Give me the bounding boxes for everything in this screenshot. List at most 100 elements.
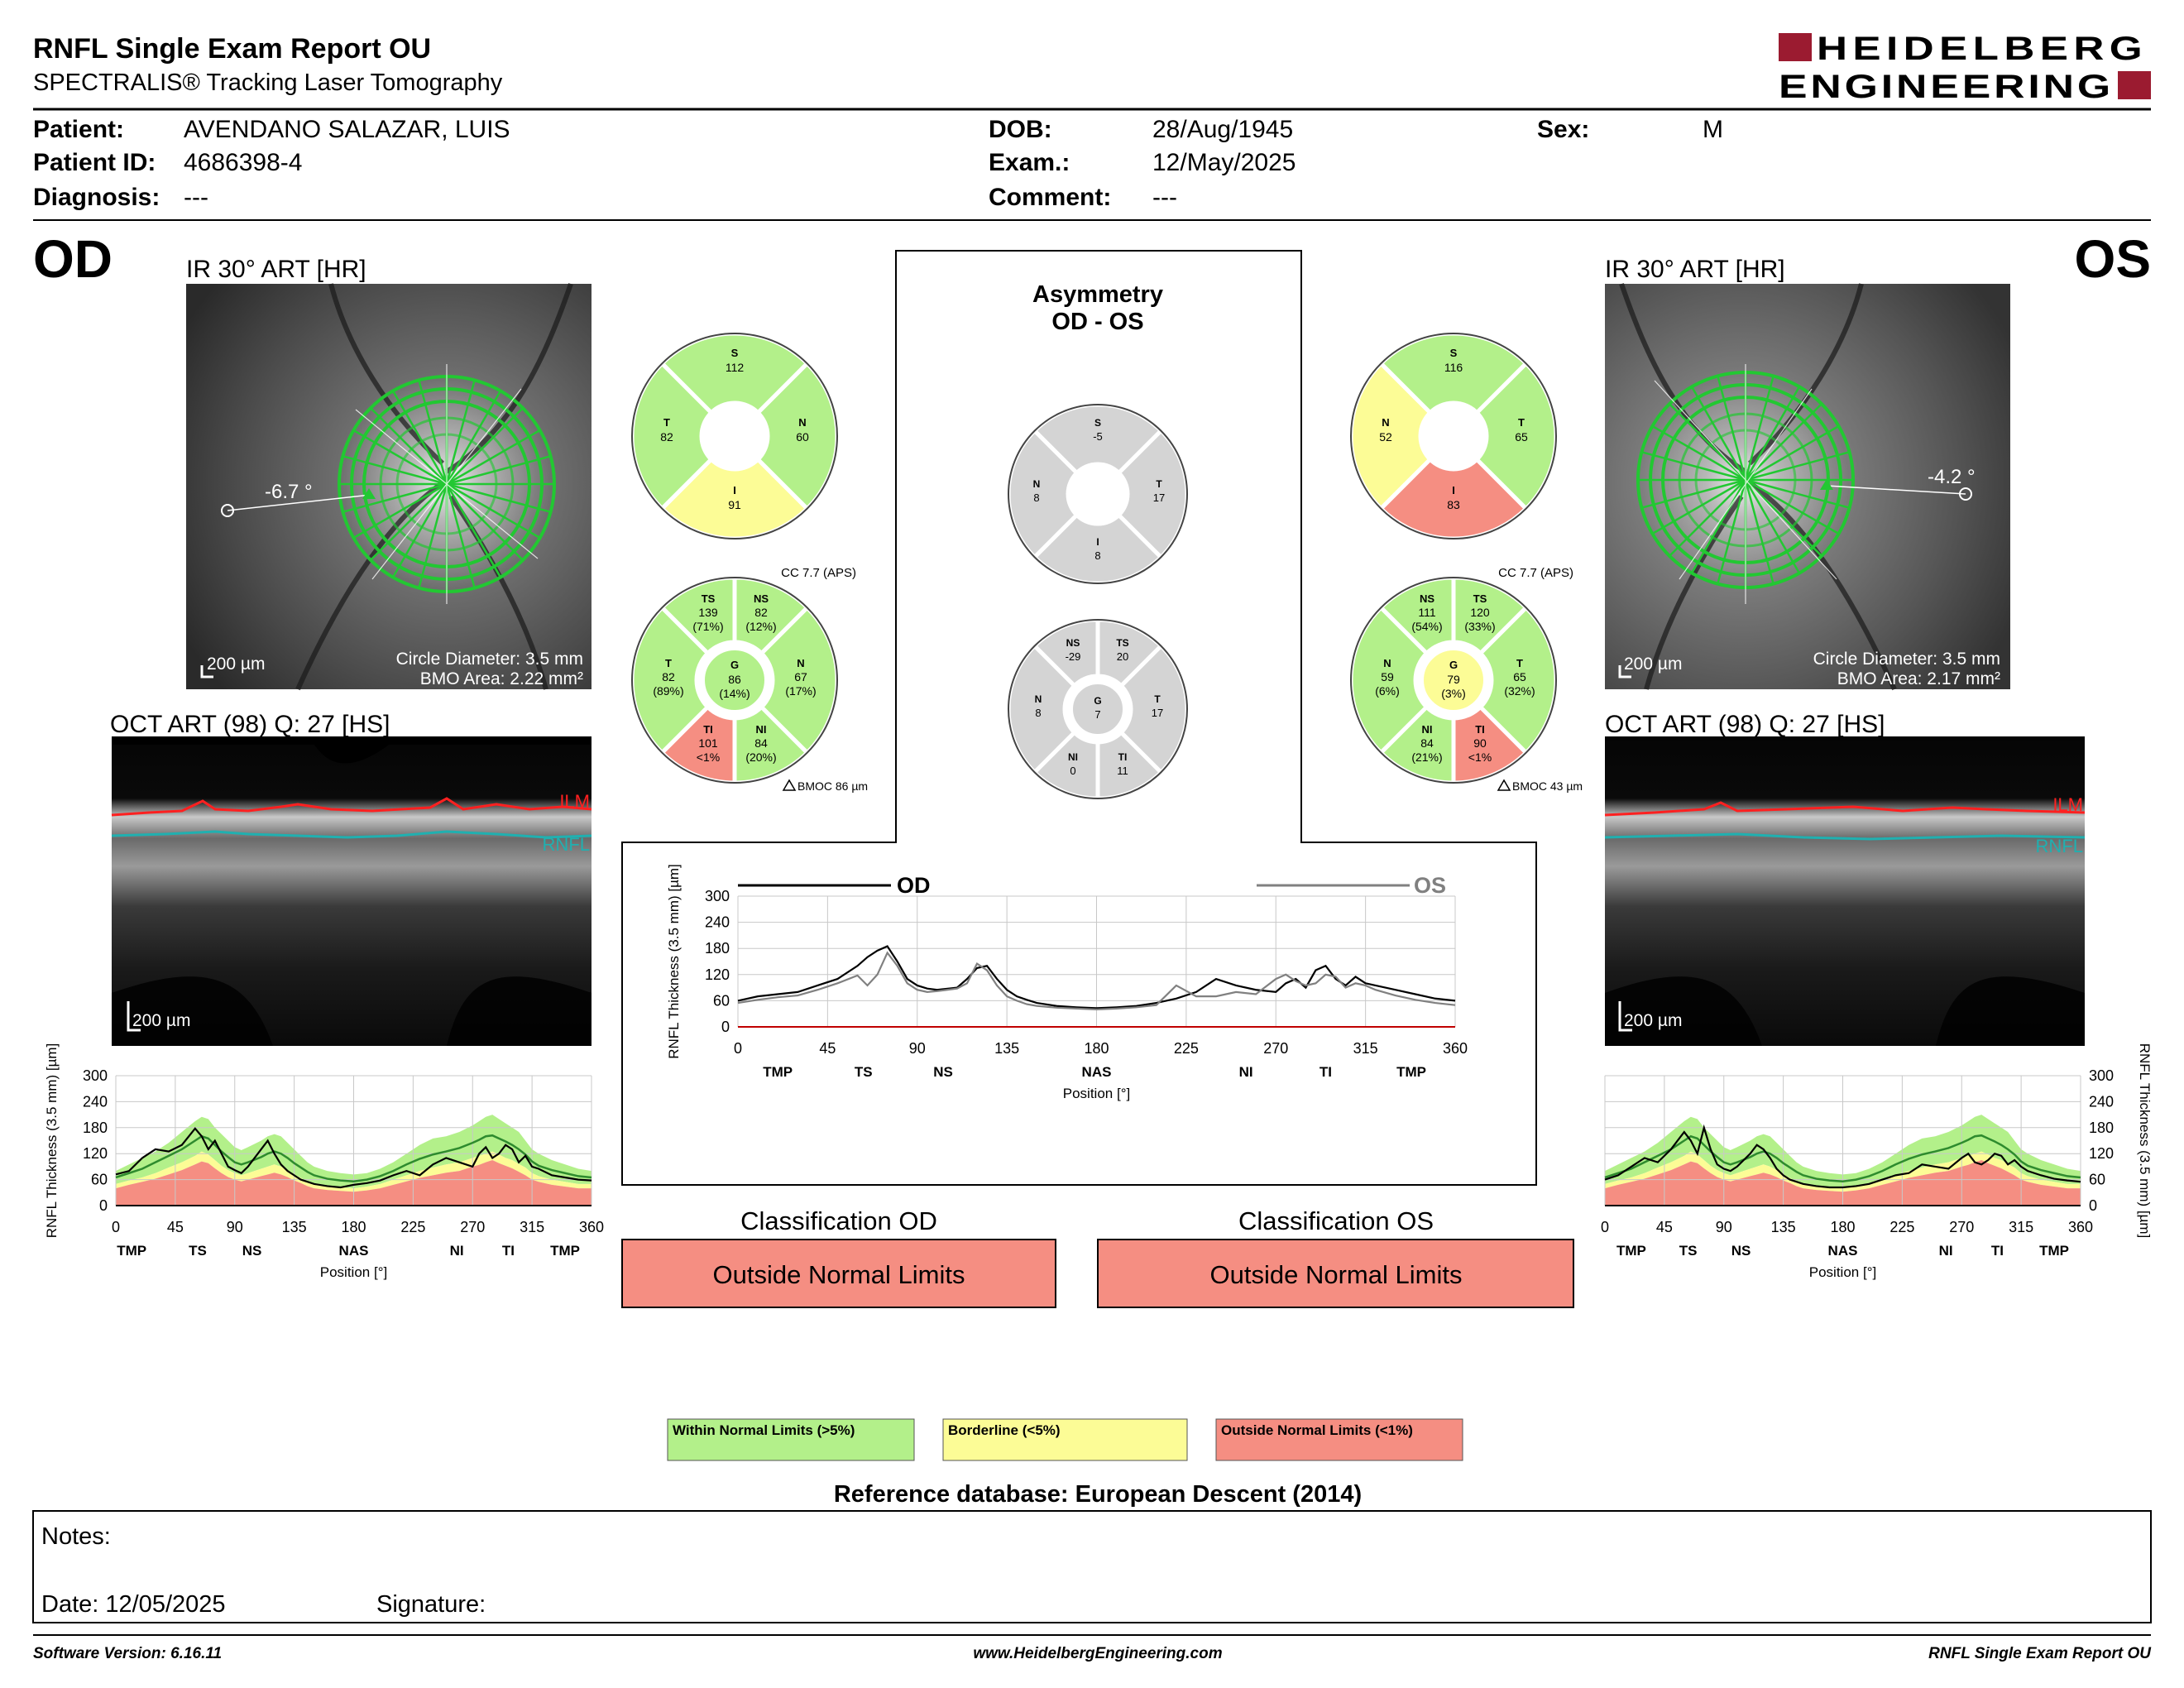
- sex-label: Sex:: [1537, 116, 1589, 143]
- od-classification-title: Classification OD: [740, 1206, 937, 1235]
- od-thickness-chart: 0 60 120 180 240 300 0 45 90 135 180 225 270 315 360 TM…: [44, 1043, 604, 1280]
- quadrant-label-n: N: [1382, 416, 1389, 429]
- sector-pct-g: (14%): [719, 687, 750, 700]
- sector-label-ns: NS: [754, 592, 769, 605]
- sector-outline: [1350, 577, 1557, 784]
- sector-label-ti: TI: [703, 723, 713, 736]
- comment-label: Comment:: [989, 184, 1111, 211]
- legend: Within Normal Limits (>5%) Borderline (<…: [667, 1418, 1463, 1461]
- normative-median-line: [115, 1134, 592, 1182]
- os-bmo-marker: [1820, 479, 1833, 490]
- quadrant-label-s: S: [1450, 347, 1458, 359]
- sector-pct-n: (17%): [785, 684, 816, 698]
- diagnosis-label: Diagnosis:: [33, 184, 160, 211]
- sector-label-n: N: [1383, 657, 1391, 669]
- x-tick-label: 270: [460, 1219, 485, 1235]
- svg-text:BMOC 86 µm: BMOC 86 µm: [797, 779, 868, 793]
- x-tick-label: 0: [1601, 1219, 1609, 1235]
- x-tick-label: 90: [909, 1040, 926, 1057]
- patient-info: Patient: AVENDANO SALAZAR, LUIS Patient …: [33, 116, 1723, 211]
- sector-tick-label: TS: [189, 1243, 207, 1259]
- sector-label-g: G: [1449, 659, 1458, 671]
- signature-label: Signature:: [376, 1591, 486, 1618]
- x-tick-label: 315: [520, 1219, 544, 1235]
- od-bmo-marker: [362, 488, 376, 499]
- sector-pct-ns: (54%): [1411, 620, 1442, 633]
- y-tick-label: 300: [83, 1067, 108, 1084]
- asym-quadrant-value-s: -5: [1093, 430, 1103, 443]
- sector-value-g: 86: [728, 673, 741, 686]
- od-oct-title: OCT ART (98) Q: 27 [HS]: [110, 711, 390, 738]
- os-scale-bar: [1618, 665, 1631, 679]
- quadrant-value-n: 60: [796, 430, 809, 444]
- report-title: RNFL Single Exam Report OU: [33, 33, 431, 65]
- asym-sector-label-ns: NS: [1066, 637, 1080, 649]
- quadrant-label-s: S: [731, 347, 739, 359]
- sector-outline: [631, 577, 838, 784]
- exam-value: 12/May/2025: [1152, 149, 1296, 176]
- quadrant-value-t: 82: [660, 430, 673, 444]
- x-tick-label: 90: [1716, 1219, 1732, 1235]
- sector-value-ns: 82: [754, 606, 768, 619]
- od-oct-scale-label: 200 µm: [132, 1011, 190, 1030]
- os-circle-diameter: Circle Diameter: 3.5 mm: [1813, 650, 2000, 669]
- patient-id-value: 4686398-4: [184, 149, 302, 176]
- y-tick-label: 60: [2089, 1172, 2105, 1188]
- sector-tick-label: TMP: [2039, 1243, 2069, 1259]
- os-scan-spokes: [1638, 372, 1853, 587]
- os-eye-label: OS: [2075, 229, 2151, 289]
- footer-software: Software Version: 6.16.11: [33, 1645, 222, 1662]
- od-ilm-label: ILM: [559, 791, 590, 812]
- asym-sector-value-ts: 20: [1117, 650, 1128, 663]
- delta-icon: [782, 779, 797, 791]
- od-rnfl-line: [111, 830, 592, 839]
- os-oct-scale-bar: [1618, 1001, 1632, 1032]
- asym-sector-label-t: T: [1154, 693, 1161, 705]
- os-angle: -4.2 °: [1928, 466, 1976, 488]
- quadrant-label-t: T: [1518, 416, 1525, 429]
- os-classification-title: Classification OS: [1238, 1206, 1434, 1235]
- x-tick-label: 45: [1656, 1219, 1673, 1235]
- sector-pct-t: (32%): [1504, 684, 1535, 698]
- y-tick-label: 0: [721, 1019, 730, 1035]
- os-fundus-image: -4.2 ° 200 µm Circle Diameter: 3.5 mm BM…: [1605, 283, 2010, 691]
- sector-pct-ni: (21%): [1411, 750, 1442, 764]
- os-oct-title: OCT ART (98) Q: 27 [HS]: [1605, 711, 1885, 738]
- od-fovea-marker: [221, 504, 234, 517]
- sector-tick-label: TI: [1991, 1243, 2004, 1259]
- asym-sector-value-ni: 0: [1070, 765, 1075, 777]
- asym-sector-label-n: N: [1035, 693, 1042, 705]
- sector-g: [702, 647, 768, 713]
- x-tick-label: 0: [734, 1040, 742, 1057]
- asym-quadrant-label-t: T: [1156, 478, 1162, 490]
- sector-tick-label: NS: [1731, 1243, 1751, 1259]
- od-ir-title: IR 30° ART [HR]: [186, 256, 366, 283]
- x-tick-label: 180: [341, 1219, 366, 1235]
- x-tick-label: 135: [994, 1040, 1019, 1057]
- legend-outside-label: Outside Normal Limits (<1%): [1221, 1422, 1413, 1438]
- os-scale-label: 200 µm: [1624, 655, 1682, 674]
- os-oct-scale-label: 200 µm: [1624, 1011, 1682, 1030]
- od-rnfl-label: RNFL: [543, 834, 590, 855]
- asym-quadrant-label-s: S: [1094, 417, 1101, 429]
- sector-pct-ti: <1%: [697, 750, 720, 764]
- heidelberg-logo: HEIDELBERG ENGINEERING: [1779, 31, 2151, 105]
- os-quadrant-chart: S 116 N52 I 83 T65: [1348, 331, 1559, 541]
- normative-median-line: [1604, 1134, 2081, 1182]
- sector-label-g: G: [730, 659, 739, 671]
- notes-box[interactable]: [32, 1510, 2152, 1623]
- sector-tick-label: NS: [242, 1243, 262, 1259]
- sector-label-ns: NS: [1420, 592, 1434, 605]
- sex-value: M: [1703, 116, 1723, 143]
- x-tick-label: 135: [282, 1219, 307, 1235]
- od-angle: -6.7 °: [265, 481, 313, 503]
- os-ir-title: IR 30° ART [HR]: [1605, 256, 1785, 283]
- sector-pct-n: (6%): [1375, 684, 1400, 698]
- ou-comparison-chart: 0 60 120 180 240 300 0 45 90 135 180 225 270 315 360 TM…: [666, 864, 1468, 1101]
- sector-tick-label: TS: [855, 1064, 873, 1080]
- asym-sector-label-ti: TI: [1118, 751, 1128, 763]
- asym-sector-value-ns: -29: [1066, 650, 1081, 663]
- sector-label-ts: TS: [702, 592, 716, 605]
- od-scale-label: 200 µm: [207, 655, 265, 674]
